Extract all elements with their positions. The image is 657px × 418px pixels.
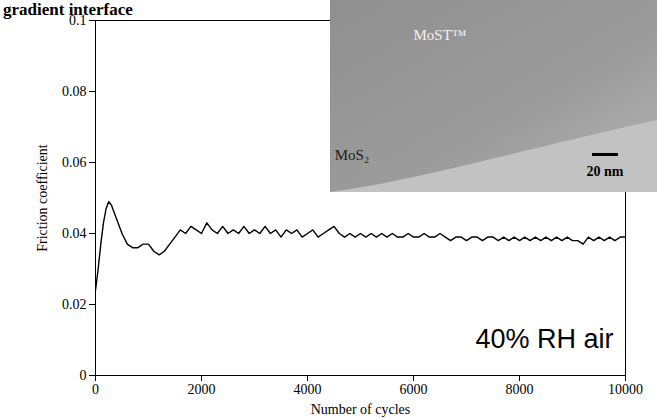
svg-text:MoS₂: MoS₂	[335, 147, 369, 163]
svg-text:6000: 6000	[400, 382, 428, 397]
svg-text:8000: 8000	[506, 382, 534, 397]
svg-text:0.06: 0.06	[62, 155, 87, 170]
svg-text:0: 0	[80, 368, 87, 383]
svg-text:0.02: 0.02	[62, 297, 87, 312]
svg-text:MoST™: MoST™	[413, 27, 466, 43]
svg-text:10000: 10000	[608, 382, 643, 397]
svg-text:0.04: 0.04	[62, 226, 87, 241]
svg-text:2000: 2000	[188, 382, 216, 397]
svg-text:0.08: 0.08	[62, 84, 87, 99]
svg-text:0: 0	[92, 382, 99, 397]
svg-text:4000: 4000	[294, 382, 322, 397]
svg-text:20 nm: 20 nm	[587, 164, 624, 179]
svg-text:40% RH air: 40% RH air	[475, 324, 613, 354]
svg-text:Number of cycles: Number of cycles	[311, 402, 411, 417]
svg-text:Friction coefficient: Friction coefficient	[35, 144, 50, 252]
